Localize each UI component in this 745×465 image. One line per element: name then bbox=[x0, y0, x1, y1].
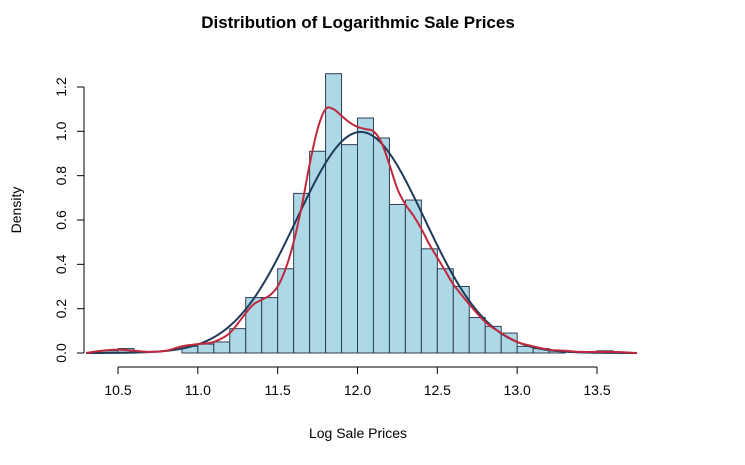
histogram-bar-13 bbox=[309, 150, 327, 354]
histogram-bar-12 bbox=[293, 192, 311, 354]
kernel-density-curve bbox=[85, 106, 637, 354]
histogram-bar-6 bbox=[197, 343, 215, 354]
y-tick-label: 0.6 bbox=[53, 210, 69, 230]
histogram-bar-10 bbox=[261, 297, 279, 354]
density-curves bbox=[85, 106, 637, 354]
histogram-bar-23 bbox=[468, 317, 486, 354]
y-tick-label: 1.2 bbox=[53, 77, 69, 97]
histogram-bar-7 bbox=[213, 341, 231, 354]
histogram-bar-20 bbox=[420, 248, 438, 354]
x-tick-label: 13.0 bbox=[504, 382, 531, 398]
chart-title: Distribution of Logarithmic Sale Prices bbox=[201, 13, 515, 32]
histogram-bar-16 bbox=[357, 117, 374, 354]
histogram-bar-14 bbox=[325, 73, 343, 354]
x-tick-label: 12.5 bbox=[424, 382, 451, 398]
y-tick-label: 0.8 bbox=[53, 166, 69, 186]
x-tick-label: 13.5 bbox=[583, 382, 610, 398]
histogram-bar-17 bbox=[372, 137, 390, 354]
histogram-bar-24 bbox=[484, 325, 502, 354]
histogram-bar-18 bbox=[388, 203, 406, 354]
y-tick-label: 0.2 bbox=[53, 299, 69, 319]
x-tick-label: 11.0 bbox=[185, 382, 211, 398]
x-tick-label: 11.5 bbox=[265, 382, 291, 398]
y-axis: 0.0 0.2 0.4 0.6 0.8 1.0 1.2 bbox=[53, 77, 85, 363]
y-tick-label: 1.0 bbox=[53, 121, 69, 141]
x-axis-label: Log Sale Prices bbox=[309, 425, 407, 441]
histogram-bars bbox=[101, 73, 614, 354]
histogram-bar-15 bbox=[341, 144, 358, 354]
histogram-bar-8 bbox=[229, 328, 247, 354]
y-axis-label: Density bbox=[8, 187, 24, 234]
y-tick-label: 0.4 bbox=[53, 254, 69, 274]
x-tick-label: 10.5 bbox=[104, 382, 131, 398]
x-tick-label: 12.0 bbox=[344, 382, 371, 398]
x-axis: 10.5 11.0 11.5 12.0 12.5 13.0 13.5 bbox=[104, 366, 611, 398]
y-tick-label: 0.0 bbox=[53, 343, 69, 363]
